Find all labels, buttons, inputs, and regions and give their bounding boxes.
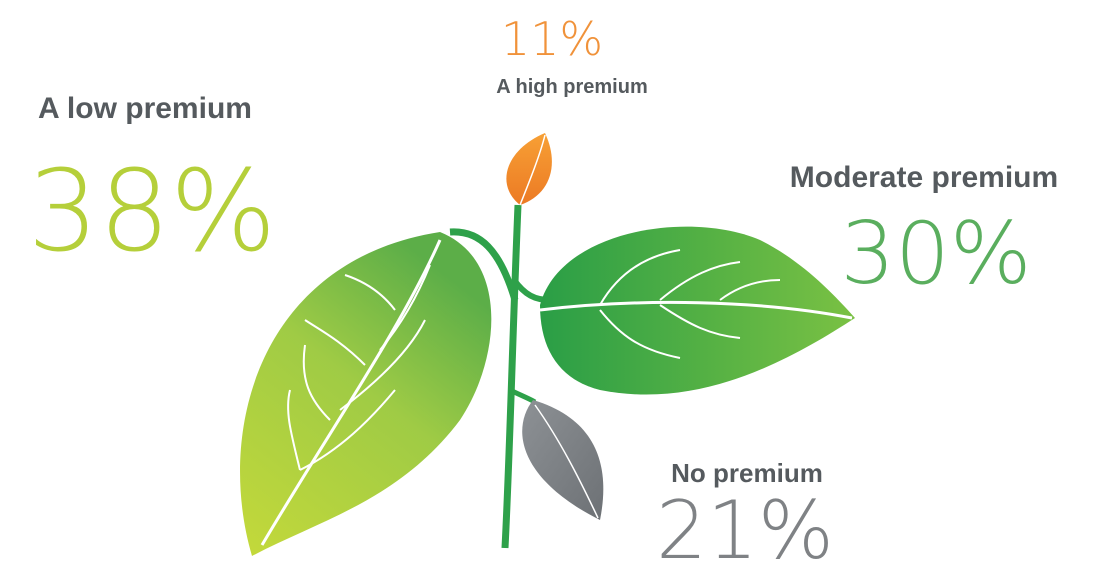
percent: 30% (840, 204, 1031, 304)
label: Moderate premium (790, 161, 1058, 194)
label: A high premium (496, 76, 647, 98)
percent: 38% (28, 147, 277, 277)
percent: 11% (501, 12, 603, 66)
infographic: 11% A high premium A low premium 38% Mod… (0, 0, 1104, 564)
label: A low premium (38, 92, 252, 125)
percent: 21% (656, 484, 834, 564)
